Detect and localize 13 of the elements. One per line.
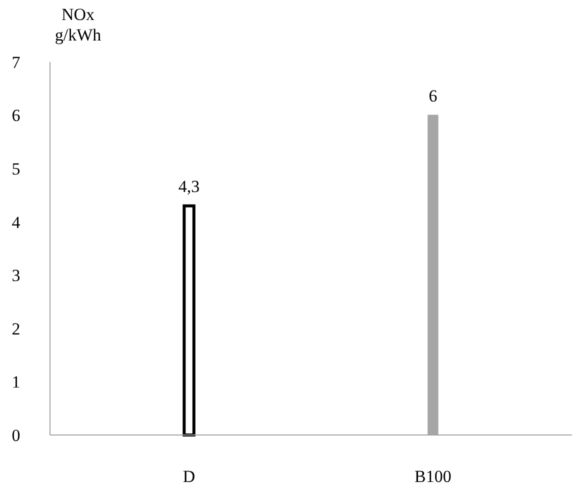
data-label: 4,3	[178, 176, 200, 196]
y-tick-label: 1	[12, 372, 20, 392]
y-tick-label: 0	[12, 426, 20, 445]
y-tick-label: 5	[12, 160, 20, 179]
y-tick-label: 6	[12, 106, 20, 126]
y-tick-label: 4	[12, 212, 21, 232]
y-tick-label: 2	[12, 319, 20, 338]
x-tick-label: B100	[414, 467, 452, 486]
data-label: 6	[428, 86, 438, 106]
y-tick-label: 7	[12, 52, 21, 72]
y-axis-title: NOx g/kWh	[54, 5, 102, 44]
y-tick-label: 3	[12, 266, 20, 286]
x-tick-label: D	[182, 467, 196, 486]
